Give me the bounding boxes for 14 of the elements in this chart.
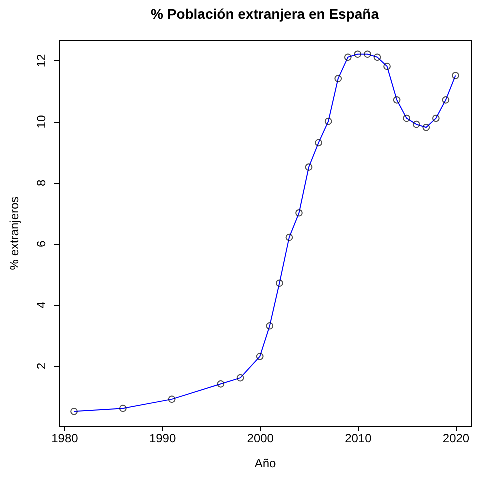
x-tick-label: 1980 [52,432,79,446]
x-tick-label: 2010 [345,432,372,446]
x-axis-title: Año [254,456,276,470]
y-tick-label: 10 [34,115,48,129]
x-tick-label: 1990 [149,432,176,446]
y-tick-label: 12 [34,54,48,68]
y-tick-label: 2 [34,362,48,370]
x-tick-label: 2000 [247,432,274,446]
y-axis-title: % extranjeros [8,196,22,270]
chart-title: % Población extranjera en España [151,6,380,22]
x-tick-label: 2020 [442,432,470,446]
y-tick-label: 8 [34,179,48,186]
y-tick-label: 6 [34,240,48,248]
y-tick-label: 4 [34,302,48,309]
